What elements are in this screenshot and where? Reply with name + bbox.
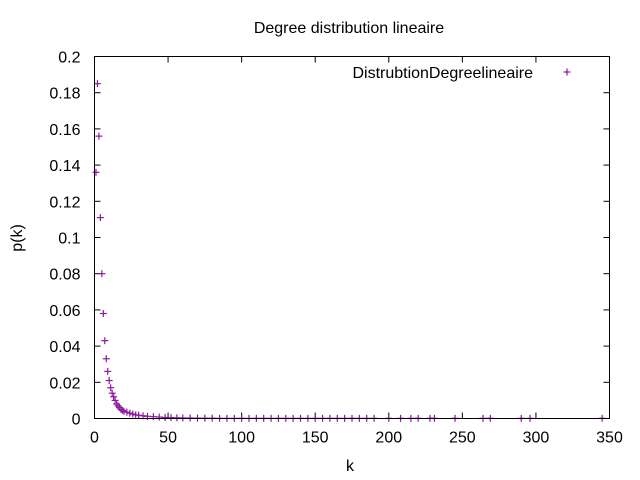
data-point xyxy=(173,414,181,422)
x-tick-label: 300 xyxy=(523,430,550,447)
data-point xyxy=(123,408,131,416)
x-tick-label: 200 xyxy=(375,430,402,447)
y-tick-label: 0 xyxy=(72,412,81,429)
data-point xyxy=(92,168,100,176)
data-point xyxy=(111,396,119,404)
x-tick-label: 0 xyxy=(90,430,99,447)
x-tick-label: 50 xyxy=(159,430,177,447)
data-point xyxy=(95,132,103,140)
data-point xyxy=(101,337,109,345)
data-point xyxy=(118,406,126,414)
y-tick-label: 0.12 xyxy=(49,194,80,211)
data-point xyxy=(161,413,169,421)
y-tick-label: 0.14 xyxy=(49,158,80,175)
data-point xyxy=(102,355,110,363)
data-point xyxy=(167,414,175,422)
data-point xyxy=(96,214,104,222)
y-tick-label: 0.08 xyxy=(49,267,80,284)
data-point xyxy=(98,270,106,278)
x-tick-label: 250 xyxy=(449,430,476,447)
y-tick-label: 0.04 xyxy=(49,339,80,356)
y-tick-label: 0.1 xyxy=(58,231,80,248)
legend-label: DistrubtionDegreelineaire xyxy=(352,65,533,82)
data-point xyxy=(108,389,116,397)
axis-ticks: 0 50 100 150 200 250 300 350 0 0.02 0.04 0.06 0.08 0.… xyxy=(49,50,623,447)
data-point xyxy=(186,414,194,422)
data-point xyxy=(110,393,118,401)
y-tick-label: 0.16 xyxy=(49,122,80,139)
y-tick-label: 0.18 xyxy=(49,86,80,103)
data-point xyxy=(120,407,128,415)
y-axis-label: p(k) xyxy=(9,224,26,252)
data-point xyxy=(105,376,113,384)
chart-title: Degree distribution lineaire xyxy=(254,20,444,37)
data-point xyxy=(155,413,163,421)
x-tick-label: 350 xyxy=(596,430,623,447)
plot-frame xyxy=(94,56,610,419)
x-axis-label: k xyxy=(346,458,355,475)
data-point xyxy=(179,414,187,422)
legend: DistrubtionDegreelineaire xyxy=(352,65,571,82)
x-tick-label: 150 xyxy=(302,430,329,447)
x-tick-label: 100 xyxy=(228,430,255,447)
data-point xyxy=(149,413,157,421)
y-tick-label: 0.2 xyxy=(58,50,80,67)
data-point xyxy=(104,367,112,375)
legend-marker xyxy=(563,68,571,76)
data-point xyxy=(99,310,107,318)
data-point xyxy=(129,410,137,418)
data-point xyxy=(93,80,101,88)
y-tick-label: 0.06 xyxy=(49,303,80,320)
data-point xyxy=(126,409,134,417)
y-tick-label: 0.02 xyxy=(49,375,80,392)
data-point xyxy=(107,384,115,392)
data-points xyxy=(92,80,606,422)
